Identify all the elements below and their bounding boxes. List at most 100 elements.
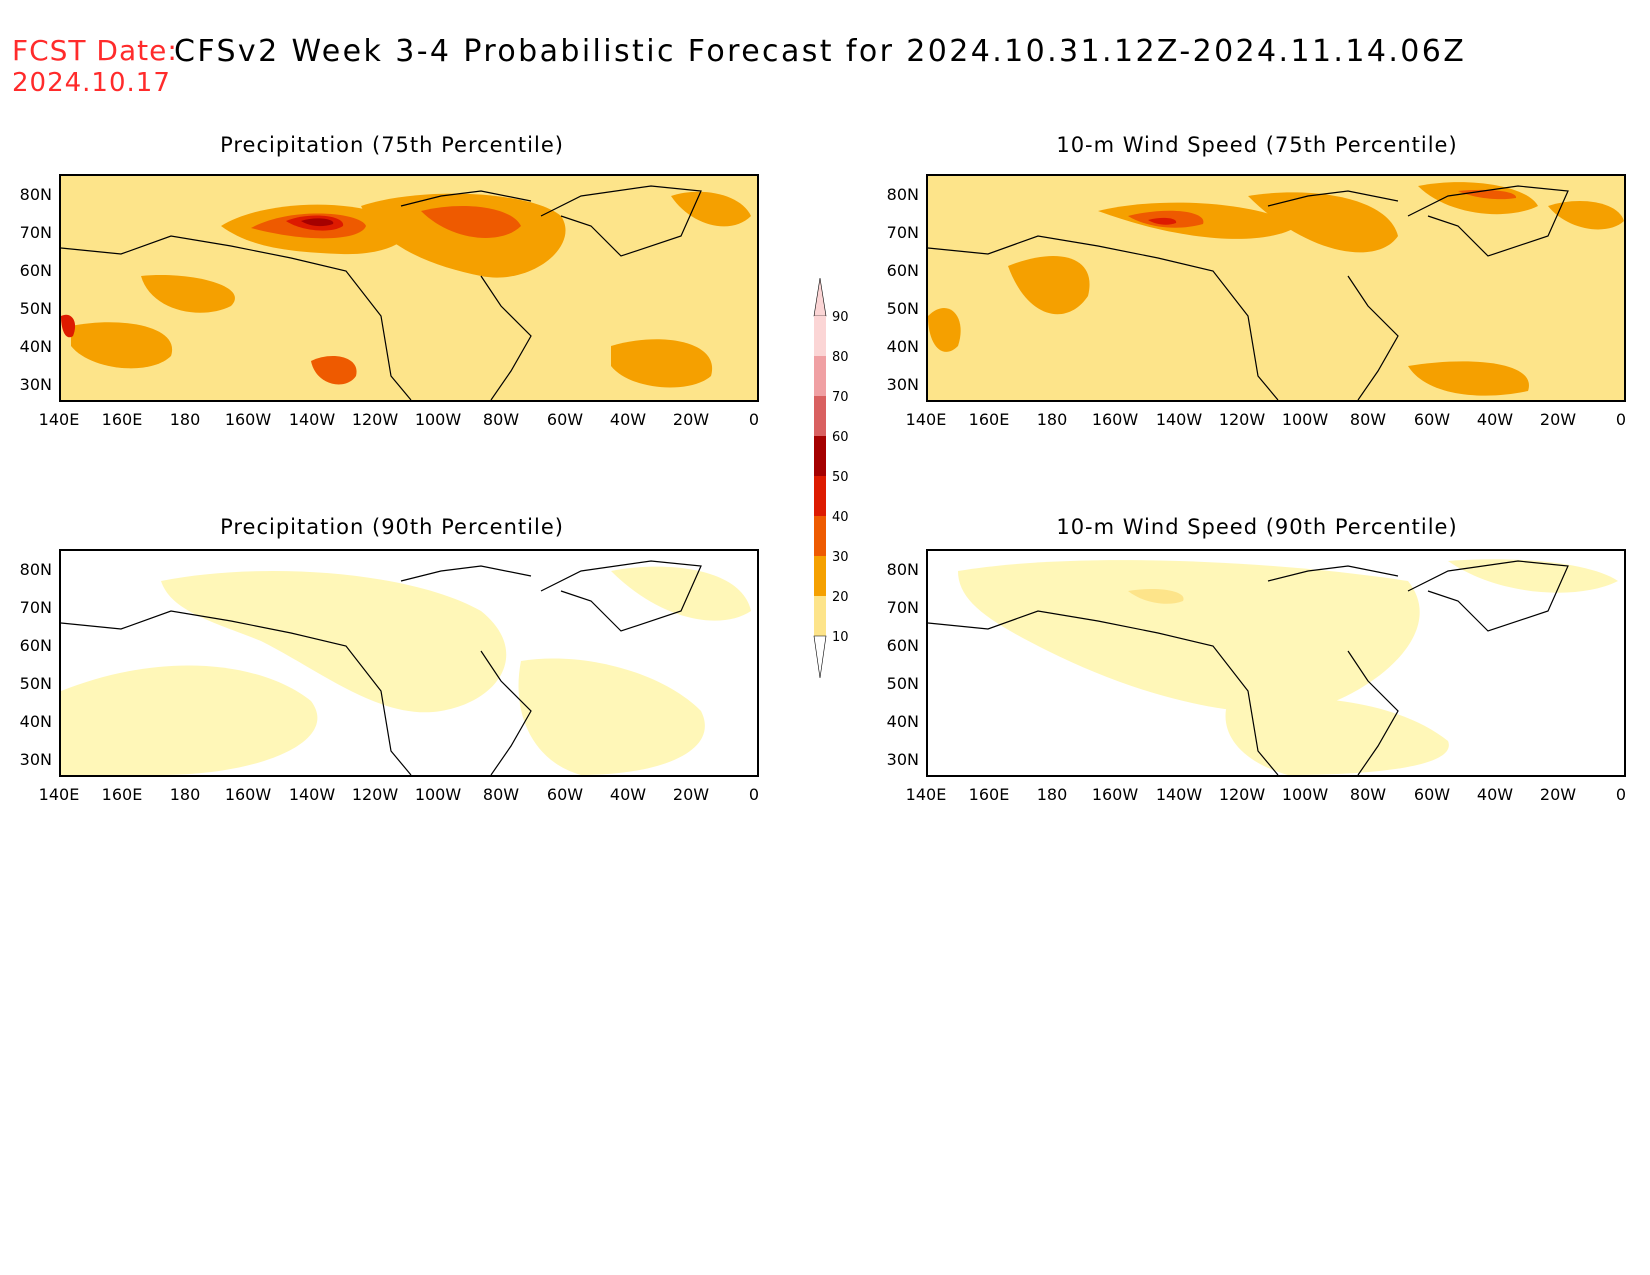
- lon-label: 60W: [546, 410, 584, 429]
- lon-label: 80W: [1349, 785, 1387, 804]
- lon-label: 0: [748, 410, 760, 429]
- lat-label: 50N: [19, 299, 52, 318]
- lon-label: 140E: [38, 785, 80, 804]
- lon-label: 0: [748, 785, 760, 804]
- colorbar: 90 80 70 60 50 40 30 20 10: [810, 270, 870, 690]
- lon-label: 100W: [1281, 785, 1329, 804]
- panel-title-wind-90: 10-m Wind Speed (90th Percentile): [1056, 515, 1458, 539]
- lon-label: 20W: [1539, 410, 1577, 429]
- field-blob: [421, 206, 521, 238]
- colorbar-label: 10: [832, 630, 849, 645]
- lat-label: 40N: [19, 337, 52, 356]
- lat-label: 80N: [886, 185, 919, 204]
- lon-label: 160W: [1091, 410, 1139, 429]
- field-blob: [611, 339, 713, 388]
- lat-label: 50N: [886, 299, 919, 318]
- field-blob: [1008, 256, 1090, 315]
- main-title: CFSv2 Week 3-4 Probabilistic Forecast fo…: [174, 34, 1467, 69]
- field-blob: [311, 356, 357, 385]
- lon-label: 160E: [101, 785, 143, 804]
- lat-label: 60N: [886, 636, 919, 655]
- map-precip-90-field: [61, 551, 757, 775]
- coastline: [61, 560, 702, 775]
- lon-label: 100W: [1281, 410, 1329, 429]
- lat-label: 70N: [886, 598, 919, 617]
- colorbar-bottom-triangle: [813, 635, 827, 679]
- lon-label: 20W: [672, 410, 710, 429]
- colorbar-swatch: [814, 396, 826, 436]
- field-blob: [1408, 361, 1529, 396]
- field-blob: [1548, 201, 1624, 230]
- fcst-date: 2024.10.17: [12, 68, 171, 98]
- colorbar-label: 30: [832, 550, 849, 565]
- lon-label: 40W: [609, 785, 647, 804]
- colorbar-label: 80: [832, 350, 849, 365]
- coastline: [928, 560, 1569, 775]
- colorbar-swatch: [814, 316, 826, 356]
- lon-label: 180: [1036, 785, 1068, 804]
- colorbar-swatch: [814, 516, 826, 556]
- lon-label: 160W: [1091, 785, 1139, 804]
- lon-label: 40W: [1476, 785, 1514, 804]
- lon-label: 140W: [288, 410, 336, 429]
- lon-label: 160E: [101, 410, 143, 429]
- lat-label: 40N: [19, 712, 52, 731]
- lon-label: 140E: [905, 410, 947, 429]
- field-blob: [671, 191, 751, 227]
- lon-label: 140E: [38, 410, 80, 429]
- lon-label: 120W: [1218, 785, 1266, 804]
- coastline: [928, 185, 1569, 400]
- map-precip-75-field: [61, 176, 757, 400]
- field-blob: [301, 218, 334, 227]
- lat-label: 80N: [19, 185, 52, 204]
- lon-label: 20W: [1539, 785, 1577, 804]
- lon-label: 140E: [905, 785, 947, 804]
- colorbar-label: 40: [832, 510, 849, 525]
- lon-label: 80W: [1349, 410, 1387, 429]
- lon-label: 60W: [1413, 785, 1451, 804]
- lon-label: 40W: [1476, 410, 1514, 429]
- field-blob: [71, 322, 173, 369]
- map-precip-75: [59, 174, 759, 402]
- colorbar-swatch: [814, 356, 826, 396]
- lon-label: 160W: [224, 410, 272, 429]
- lon-label: 60W: [1413, 410, 1451, 429]
- colorbar-label: 50: [832, 470, 849, 485]
- panel-title-precip-90: Precipitation (90th Percentile): [220, 515, 564, 539]
- lat-label: 60N: [19, 261, 52, 280]
- lat-label: 70N: [886, 223, 919, 242]
- field-blob: [1225, 697, 1449, 775]
- lat-label: 80N: [886, 560, 919, 579]
- field-blob: [361, 193, 566, 278]
- lat-label: 40N: [886, 337, 919, 356]
- field-blob: [1448, 559, 1618, 593]
- lat-label: 30N: [886, 750, 919, 769]
- colorbar-swatch: [814, 476, 826, 516]
- field-blob: [61, 665, 318, 775]
- map-wind-90: [926, 549, 1626, 777]
- lat-label: 60N: [19, 636, 52, 655]
- field-blob: [518, 658, 705, 775]
- colorbar-swatch: [814, 596, 826, 636]
- map-wind-90-field: [928, 551, 1624, 775]
- colorbar-swatch: [814, 436, 826, 476]
- lat-label: 70N: [19, 598, 52, 617]
- lon-label: 0: [1615, 410, 1627, 429]
- lon-label: 60W: [546, 785, 584, 804]
- field-blob: [958, 560, 1420, 713]
- colorbar-top-triangle: [813, 277, 827, 317]
- field-blob: [141, 275, 235, 313]
- lon-label: 160E: [968, 785, 1010, 804]
- colorbar-swatches: [813, 277, 827, 679]
- colorbar-label: 60: [832, 430, 849, 445]
- lon-label: 40W: [609, 410, 647, 429]
- field-blob: [61, 314, 76, 338]
- field-blob: [611, 566, 751, 621]
- lat-label: 30N: [19, 375, 52, 394]
- lon-label: 120W: [351, 410, 399, 429]
- colorbar-label: 20: [832, 590, 849, 605]
- lon-label: 180: [169, 785, 201, 804]
- coastline: [61, 185, 702, 400]
- colorbar-swatch: [814, 556, 826, 596]
- lon-label: 120W: [1218, 410, 1266, 429]
